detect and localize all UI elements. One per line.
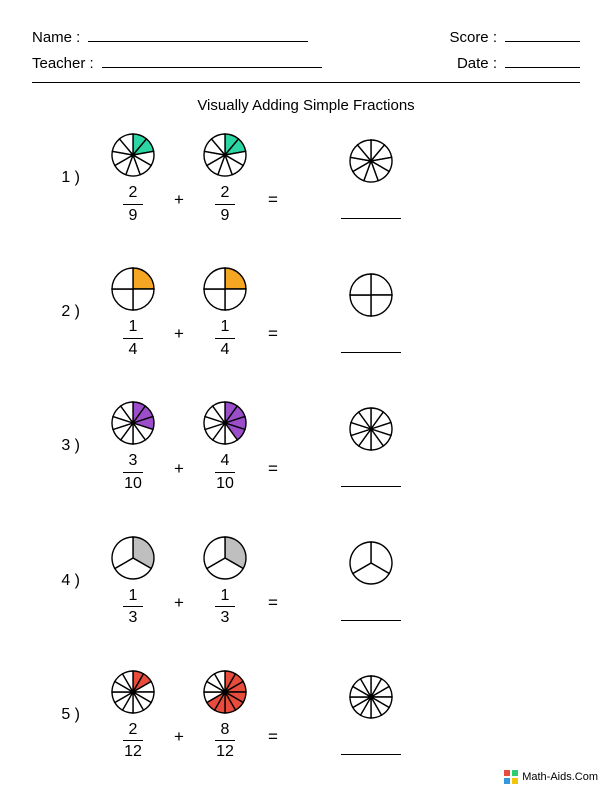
denominator: 9 bbox=[215, 205, 236, 225]
problem-number: 4 ) bbox=[44, 572, 80, 590]
answer-block bbox=[340, 138, 402, 219]
numerator: 1 bbox=[215, 587, 236, 608]
fraction-block-right: 1 3 bbox=[194, 535, 256, 627]
denominator: 4 bbox=[215, 339, 236, 359]
fraction-left: 2 12 bbox=[118, 721, 148, 761]
fraction-right: 2 9 bbox=[215, 184, 236, 224]
fraction-block-right: 8 12 bbox=[194, 669, 256, 761]
numerator: 2 bbox=[123, 721, 144, 742]
numerator: 1 bbox=[123, 318, 144, 339]
operator-plus: + bbox=[164, 324, 194, 358]
equals-sign: = bbox=[256, 324, 290, 358]
denominator: 3 bbox=[215, 607, 236, 627]
fraction-left: 1 4 bbox=[123, 318, 144, 358]
footer: Math-Aids.Com bbox=[504, 770, 598, 784]
header-row-2: Teacher : Date : bbox=[32, 54, 580, 72]
footer-logo-icon bbox=[504, 770, 518, 784]
denominator: 9 bbox=[123, 205, 144, 225]
numerator: 2 bbox=[215, 184, 236, 205]
operator-plus: + bbox=[164, 459, 194, 493]
fraction-right: 4 10 bbox=[210, 452, 240, 492]
worksheet-title: Visually Adding Simple Fractions bbox=[32, 97, 580, 114]
numerator: 1 bbox=[215, 318, 236, 339]
fraction-left: 1 3 bbox=[123, 587, 144, 627]
score-label: Score : bbox=[449, 29, 497, 46]
answer-line bbox=[341, 352, 401, 353]
answer-line bbox=[341, 486, 401, 487]
equals-sign: = bbox=[256, 459, 290, 493]
problem-number: 5 ) bbox=[44, 706, 80, 724]
equals-sign: = bbox=[256, 727, 290, 761]
problem-number: 1 ) bbox=[44, 169, 80, 187]
header-divider bbox=[32, 82, 580, 83]
score-line bbox=[505, 28, 580, 42]
answer-line bbox=[341, 218, 401, 219]
problem-row: 5 ) 2 12 + 8 12 = bbox=[44, 669, 580, 761]
operator-plus: + bbox=[164, 190, 194, 224]
fraction-block-left: 2 12 bbox=[102, 669, 164, 761]
answer-block bbox=[340, 406, 402, 487]
date-label: Date : bbox=[457, 55, 497, 72]
fraction-block-left: 1 3 bbox=[102, 535, 164, 627]
denominator: 12 bbox=[210, 741, 240, 761]
numerator: 3 bbox=[123, 452, 144, 473]
name-line bbox=[88, 28, 308, 42]
operator-plus: + bbox=[164, 727, 194, 761]
equals-sign: = bbox=[256, 593, 290, 627]
answer-block bbox=[340, 540, 402, 621]
denominator: 10 bbox=[210, 473, 240, 493]
operator-plus: + bbox=[164, 593, 194, 627]
problem-row: 4 ) 1 3 + 1 3 = bbox=[44, 535, 580, 627]
fraction-right: 1 4 bbox=[215, 318, 236, 358]
numerator: 2 bbox=[123, 184, 144, 205]
numerator: 1 bbox=[123, 587, 144, 608]
date-line bbox=[505, 54, 580, 68]
fraction-block-right: 1 4 bbox=[194, 266, 256, 358]
fraction-right: 1 3 bbox=[215, 587, 236, 627]
numerator: 4 bbox=[215, 452, 236, 473]
problem-number: 3 ) bbox=[44, 437, 80, 455]
problems-container: 1 ) 2 9 + 2 9 = 2 ) 1 4 bbox=[32, 132, 580, 761]
fraction-right: 8 12 bbox=[210, 721, 240, 761]
denominator: 3 bbox=[123, 607, 144, 627]
problem-row: 2 ) 1 4 + 1 4 = bbox=[44, 266, 580, 358]
teacher-label: Teacher : bbox=[32, 55, 94, 72]
answer-line bbox=[341, 620, 401, 621]
fraction-block-right: 4 10 bbox=[194, 400, 256, 492]
fraction-left: 3 10 bbox=[118, 452, 148, 492]
equals-sign: = bbox=[256, 190, 290, 224]
header-row-1: Name : Score : bbox=[32, 28, 580, 46]
fraction-block-right: 2 9 bbox=[194, 132, 256, 224]
answer-line bbox=[341, 754, 401, 755]
problem-number: 2 ) bbox=[44, 303, 80, 321]
problem-row: 1 ) 2 9 + 2 9 = bbox=[44, 132, 580, 224]
fraction-block-left: 2 9 bbox=[102, 132, 164, 224]
name-label: Name : bbox=[32, 29, 80, 46]
denominator: 4 bbox=[123, 339, 144, 359]
footer-text: Math-Aids.Com bbox=[522, 771, 598, 783]
numerator: 8 bbox=[215, 721, 236, 742]
denominator: 10 bbox=[118, 473, 148, 493]
teacher-line bbox=[102, 54, 322, 68]
fraction-block-left: 3 10 bbox=[102, 400, 164, 492]
problem-row: 3 ) 3 10 + 4 10 = bbox=[44, 400, 580, 492]
answer-block bbox=[340, 674, 402, 755]
denominator: 12 bbox=[118, 741, 148, 761]
answer-block bbox=[340, 272, 402, 353]
fraction-block-left: 1 4 bbox=[102, 266, 164, 358]
fraction-left: 2 9 bbox=[123, 184, 144, 224]
